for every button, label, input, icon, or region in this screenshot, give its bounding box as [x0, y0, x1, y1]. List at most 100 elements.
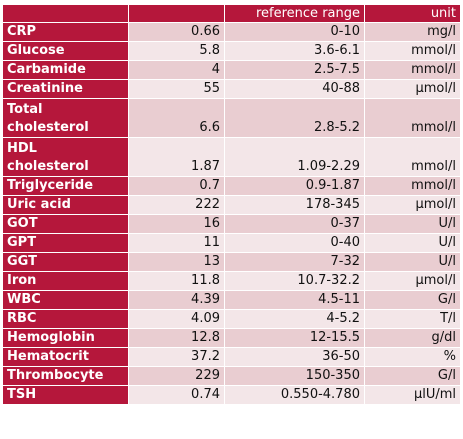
test-value: 6.6	[128, 98, 225, 138]
table-row: Total cholesterol 6.6 2.8-5.2 mmol/l	[2, 98, 461, 138]
test-name-line: Carbamide	[7, 62, 86, 77]
test-name-line: Total	[7, 102, 43, 117]
test-reference-range: 0.9-1.87	[224, 176, 365, 196]
table-row: WBC 4.39 4.5-11 G/l	[2, 290, 461, 310]
test-name: GOT	[2, 214, 129, 234]
test-name-line: RBC	[7, 311, 37, 326]
test-name-line: Triglyceride	[7, 178, 94, 193]
test-unit: G/l	[364, 366, 461, 386]
test-name: Carbamide	[2, 60, 129, 80]
test-unit: mg/l	[364, 22, 461, 42]
test-reference-range: 4.5-11	[224, 290, 365, 310]
test-reference-range: 150-350	[224, 366, 365, 386]
table-row: Hemoglobin 12.8 12-15.5 g/dl	[2, 328, 461, 348]
test-name: Triglyceride	[2, 176, 129, 196]
test-reference-range: 1.09-2.29	[224, 137, 365, 177]
test-name-line-2: cholesterol	[7, 120, 89, 135]
header-reference-range: reference range	[224, 4, 365, 23]
header-unit: unit	[364, 4, 461, 23]
test-unit: mmol/l	[364, 137, 461, 177]
test-unit: G/l	[364, 290, 461, 310]
test-name-line: WBC	[7, 292, 41, 307]
test-unit: mmol/l	[364, 60, 461, 80]
test-name: GPT	[2, 233, 129, 253]
test-name-line: GPT	[7, 235, 37, 250]
test-unit: μmol/l	[364, 79, 461, 99]
test-value: 4	[128, 60, 225, 80]
test-name-line: Glucose	[7, 43, 65, 58]
test-value: 0.74	[128, 385, 225, 405]
test-reference-range: 178-345	[224, 195, 365, 215]
test-name-line: GGT	[7, 254, 37, 269]
test-reference-range: 2.5-7.5	[224, 60, 365, 80]
table-row: HDL cholesterol 1.87 1.09-2.29 mmol/l	[2, 137, 461, 177]
test-value: 0.66	[128, 22, 225, 42]
test-value: 1.87	[128, 137, 225, 177]
test-name: TSH	[2, 385, 129, 405]
test-name: Hemoglobin	[2, 328, 129, 348]
test-reference-range: 4-5.2	[224, 309, 365, 329]
test-name-line: Iron	[7, 273, 37, 288]
test-name: Creatinine	[2, 79, 129, 99]
table-row: RBC 4.09 4-5.2 T/l	[2, 309, 461, 329]
test-name: Hematocrit	[2, 347, 129, 367]
test-unit: g/dl	[364, 328, 461, 348]
test-value: 5.8	[128, 41, 225, 61]
test-name-line: Hemoglobin	[7, 330, 95, 345]
test-name-line: Thrombocyte	[7, 368, 104, 383]
table-row: TSH 0.74 0.550-4.780 μlU/ml	[2, 385, 461, 405]
test-name-line: Hematocrit	[7, 349, 89, 364]
table-row: Hematocrit 37.2 36-50 %	[2, 347, 461, 367]
test-value: 229	[128, 366, 225, 386]
table-row: Iron 11.8 10.7-32.2 μmol/l	[2, 271, 461, 291]
test-reference-range: 10.7-32.2	[224, 271, 365, 291]
test-name: Uric acid	[2, 195, 129, 215]
test-value: 11	[128, 233, 225, 253]
test-reference-range: 0-40	[224, 233, 365, 253]
test-unit: μlU/ml	[364, 385, 461, 405]
table-row: Triglyceride 0.7 0.9-1.87 mmol/l	[2, 176, 461, 196]
test-unit: μmol/l	[364, 195, 461, 215]
test-unit: U/l	[364, 252, 461, 272]
test-name-line-2: cholesterol	[7, 159, 89, 174]
test-value: 222	[128, 195, 225, 215]
test-value: 13	[128, 252, 225, 272]
test-name-line: GOT	[7, 216, 38, 231]
test-name-line: CRP	[7, 24, 37, 39]
test-value: 11.8	[128, 271, 225, 291]
test-unit: mmol/l	[364, 176, 461, 196]
table-row: Glucose 5.8 3.6-6.1 mmol/l	[2, 41, 461, 61]
test-name: Iron	[2, 271, 129, 291]
test-unit: mmol/l	[364, 41, 461, 61]
test-name: RBC	[2, 309, 129, 329]
table-row: GOT 16 0-37 U/l	[2, 214, 461, 234]
table-row: GPT 11 0-40 U/l	[2, 233, 461, 253]
test-name: Glucose	[2, 41, 129, 61]
test-unit: μmol/l	[364, 271, 461, 291]
test-reference-range: 12-15.5	[224, 328, 365, 348]
table-row: Thrombocyte 229 150-350 G/l	[2, 366, 461, 386]
test-reference-range: 36-50	[224, 347, 365, 367]
test-name: Total cholesterol	[2, 98, 129, 138]
lab-results-table: reference range unit CRP 0.66 0-10 mg/l …	[2, 4, 461, 405]
test-value: 0.7	[128, 176, 225, 196]
test-name-line: HDL	[7, 141, 37, 156]
table-row: CRP 0.66 0-10 mg/l	[2, 22, 461, 42]
test-reference-range: 2.8-5.2	[224, 98, 365, 138]
test-name-line: TSH	[7, 387, 37, 402]
header-test-name	[2, 4, 129, 23]
test-name: Thrombocyte	[2, 366, 129, 386]
test-unit: %	[364, 347, 461, 367]
test-value: 4.39	[128, 290, 225, 310]
test-reference-range: 7-32	[224, 252, 365, 272]
test-name: WBC	[2, 290, 129, 310]
test-unit: mmol/l	[364, 98, 461, 138]
test-name: HDL cholesterol	[2, 137, 129, 177]
table-row: Carbamide 4 2.5-7.5 mmol/l	[2, 60, 461, 80]
test-reference-range: 0-37	[224, 214, 365, 234]
table-row: Uric acid 222 178-345 μmol/l	[2, 195, 461, 215]
test-reference-range: 40-88	[224, 79, 365, 99]
table-row: Creatinine 55 40-88 μmol/l	[2, 79, 461, 99]
test-name: CRP	[2, 22, 129, 42]
header-value	[128, 4, 225, 23]
